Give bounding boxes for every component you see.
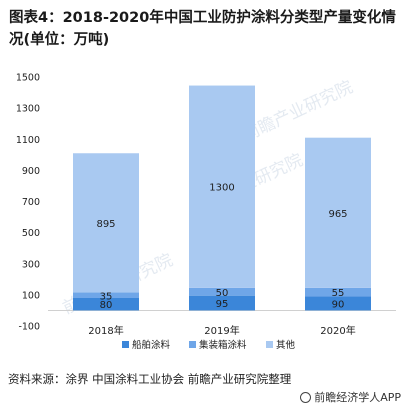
stacked-bar-chart: 前瞻产业研究院前瞻产业研究院前瞻产业研究院-100100300500700900… (16, 73, 396, 351)
y-tick-label: 100 (22, 290, 40, 301)
y-tick-label: 300 (22, 259, 40, 270)
data-label: 80 (100, 300, 113, 311)
data-label: 1300 (209, 183, 234, 194)
legend-swatch (266, 341, 273, 348)
bar-other (305, 137, 371, 288)
y-tick-label: 900 (22, 166, 40, 177)
legend-label: 船舶涂料 (132, 339, 171, 351)
data-label: 95 (216, 299, 229, 310)
y-tick-label: 1300 (16, 104, 40, 115)
bar-container (305, 287, 371, 297)
bar-ship (305, 296, 371, 311)
brand-icon (300, 391, 312, 403)
legend-swatch (189, 341, 196, 348)
y-tick-label: -100 (18, 322, 40, 333)
y-tick-label: 1500 (16, 73, 40, 84)
watermark-text: 前瞻产业研究院 (240, 77, 356, 145)
data-label: 55 (332, 288, 345, 299)
brand-credit: 前瞻经济学人APP (300, 389, 401, 405)
legend-label: 集装箱涂料 (199, 339, 247, 351)
bar-ship (73, 297, 139, 311)
legend-swatch (122, 341, 129, 348)
y-tick-label: 1100 (16, 135, 40, 146)
x-tick-label: 2018年 (88, 324, 123, 337)
legend-label: 其他 (276, 339, 296, 351)
x-tick-label: 2020年 (320, 324, 355, 337)
data-label: 35 (100, 291, 113, 302)
y-tick-label: 700 (22, 197, 40, 208)
bar-other (189, 85, 255, 288)
data-label: 965 (328, 209, 347, 220)
data-label: 90 (332, 299, 345, 310)
bar-container (189, 287, 255, 296)
chart-title: 图表4：2018-2020年中国工业防护涂料分类型产量变化情况(单位：万吨) (9, 10, 396, 48)
data-label: 50 (216, 288, 229, 299)
bar-other (73, 153, 139, 293)
data-label: 895 (96, 219, 115, 230)
y-tick-label: 500 (22, 228, 40, 239)
brand-text: 前瞻经济学人APP (314, 391, 401, 404)
bar-ship (189, 295, 255, 311)
bar-container (73, 292, 139, 298)
source-note: 资料来源：涂界 中国涂料工业协会 前瞻产业研究院整理 (8, 372, 292, 386)
x-tick-label: 2019年 (204, 324, 239, 337)
